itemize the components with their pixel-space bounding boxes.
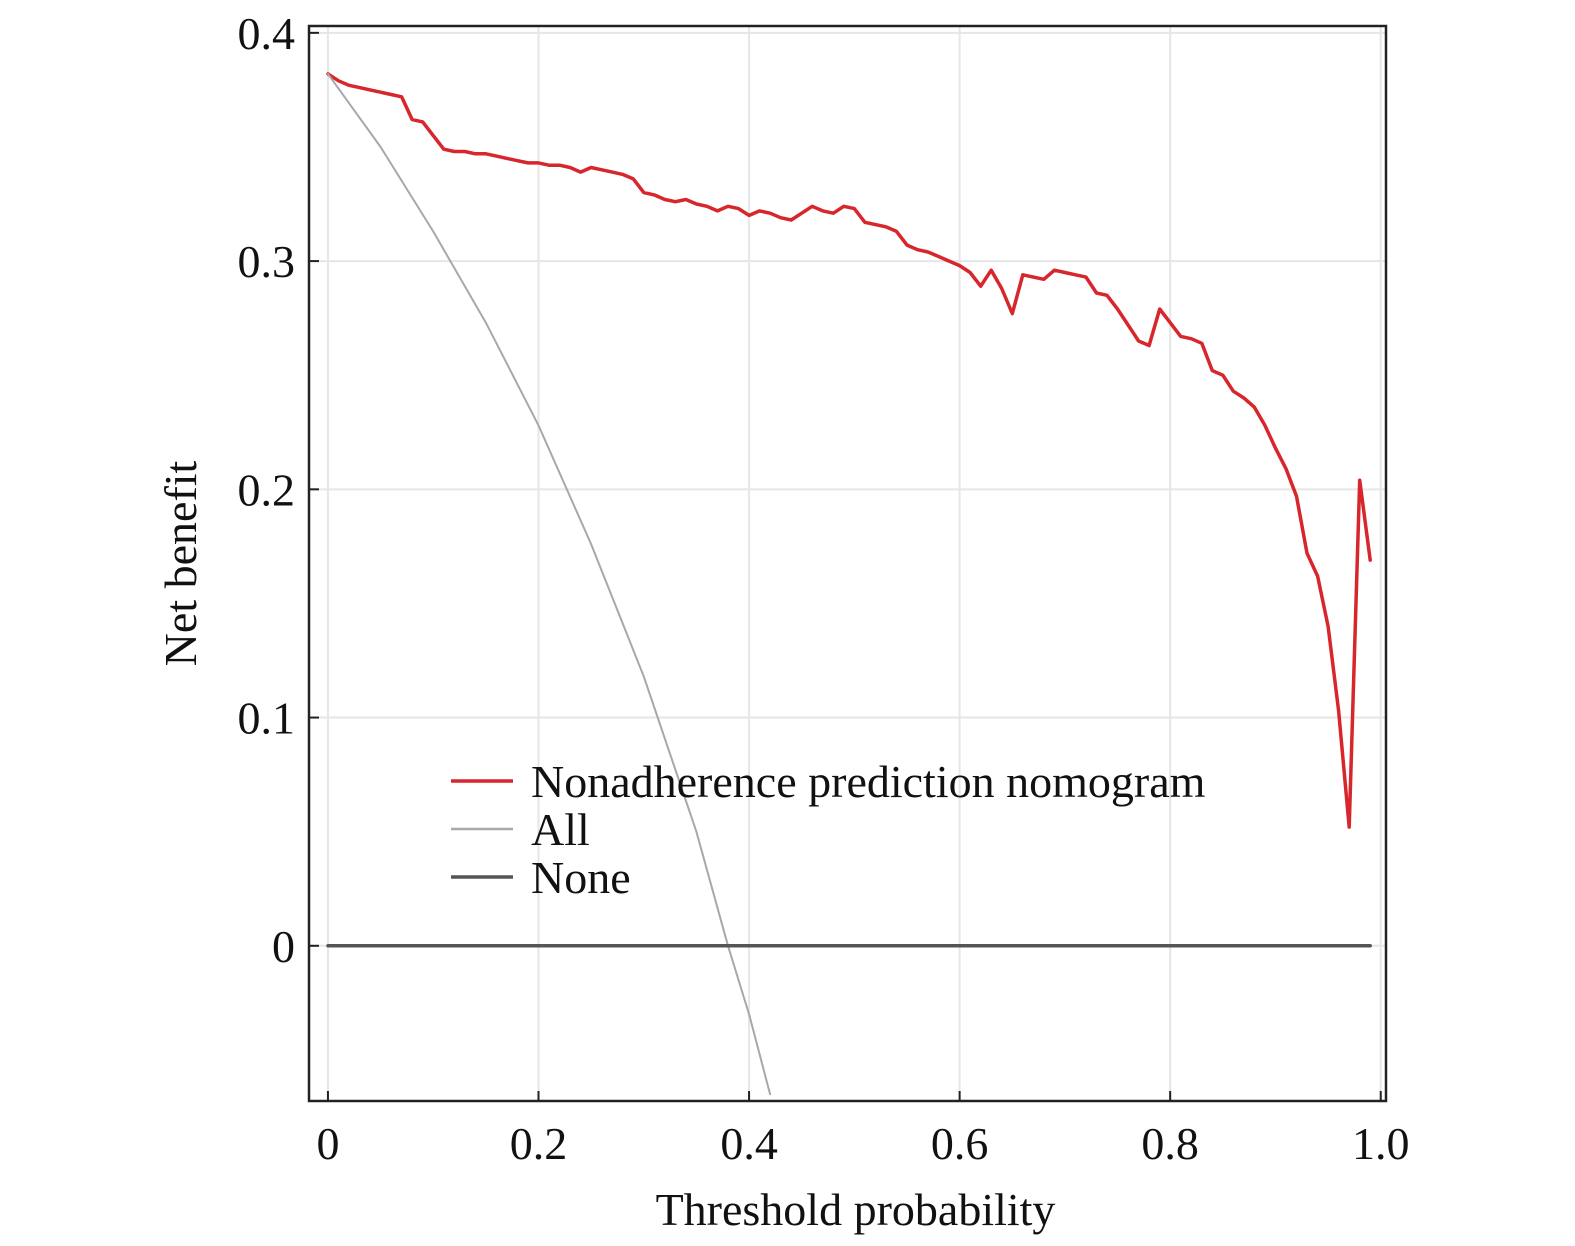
x-axis-title: Threshold probability: [656, 1184, 1056, 1235]
grid-lines: [309, 26, 1386, 1101]
x-tick-label: 0.6: [931, 1118, 989, 1169]
y-tick-label: 0.4: [238, 8, 296, 59]
x-tick-label: 0.2: [510, 1118, 568, 1169]
plot-frame: [307, 24, 1388, 1103]
x-tick-label: 1.0: [1352, 1118, 1410, 1169]
y-tick-label: 0.3: [238, 236, 296, 287]
x-tick-label: 0: [316, 1118, 339, 1169]
nomogram-curve: [326, 72, 1372, 829]
y-tick-label: 0: [272, 921, 295, 972]
y-tick-label: 0.2: [238, 464, 296, 515]
y-axis: 0 0.1 0.2 0.3 0.4: [238, 8, 319, 972]
legend-label: Nonadherence prediction nomogram: [531, 756, 1206, 807]
x-tick-label: 0.8: [1141, 1118, 1199, 1169]
series-layer: [326, 72, 1372, 1096]
x-tick-label: 0.4: [720, 1118, 778, 1169]
y-axis-title: Net benefit: [155, 460, 206, 666]
legend-label: All: [531, 804, 590, 855]
legend-label: None: [531, 852, 631, 903]
y-tick-label: 0.1: [238, 693, 296, 744]
treat-all-curve: [327, 72, 772, 1096]
x-axis: 0 0.2 0.4 0.6 0.8 1.0: [316, 1091, 1409, 1169]
